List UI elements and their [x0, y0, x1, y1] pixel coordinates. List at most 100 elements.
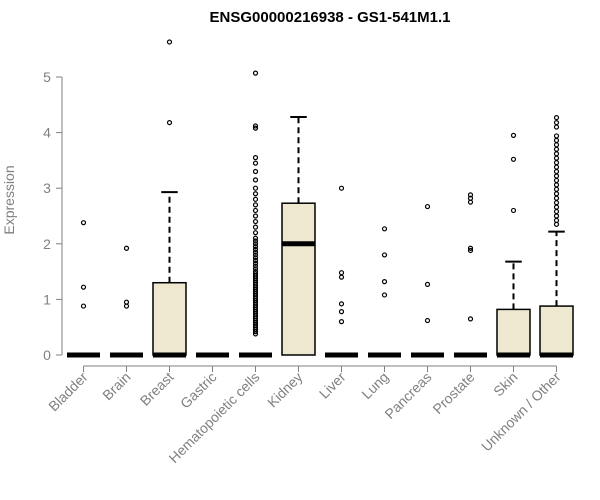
outlier-point	[467, 195, 474, 201]
outlier-point	[553, 186, 560, 192]
outlier-point	[510, 207, 517, 214]
box-group-unknown-other	[539, 114, 574, 358]
outlier-point	[338, 274, 345, 280]
outlier-point	[252, 246, 259, 252]
x-tick-label: Lung	[358, 369, 391, 402]
y-tick-label: 5	[43, 69, 51, 85]
outlier-point	[252, 125, 259, 131]
outlier-point	[123, 299, 130, 305]
outlier-point	[467, 245, 474, 251]
y-tick-label: 0	[43, 347, 51, 363]
chart-title: ENSG00000216938 - GS1-541M1.1	[210, 9, 451, 26]
outlier-point	[252, 238, 259, 244]
x-tick-label: Breast	[137, 369, 177, 409]
box-group-breast	[152, 39, 187, 358]
outlier-point	[252, 235, 259, 241]
outlier-point	[252, 224, 259, 230]
box-group-bladder	[67, 220, 100, 358]
outlier-point	[252, 255, 259, 261]
outlier-point	[381, 252, 388, 258]
outlier-point	[252, 243, 259, 250]
outlier-point	[424, 203, 431, 210]
outlier-point	[252, 185, 259, 191]
outlier-point	[252, 218, 259, 225]
outlier-point	[123, 245, 130, 251]
x-tick-label: Liver	[316, 369, 349, 402]
x-tick-label: Unknown / Other	[478, 369, 564, 455]
box-group-brain	[110, 245, 143, 358]
outlier-point	[338, 309, 345, 315]
outlier-point	[252, 269, 259, 275]
box-iqr	[281, 202, 316, 356]
y-tick-label: 3	[43, 180, 51, 196]
x-tick-label: Pancreas	[381, 369, 434, 422]
outlier-point	[467, 247, 474, 254]
outlier-point	[252, 177, 259, 183]
outlier-point	[338, 185, 345, 191]
outlier-point	[553, 137, 560, 143]
outlier-point	[252, 257, 259, 264]
box-iqr	[152, 281, 187, 356]
outlier-point	[553, 114, 560, 121]
y-tick-label: 4	[43, 125, 51, 141]
outlier-point	[252, 155, 259, 161]
outlier-point	[553, 195, 560, 201]
outlier-point	[166, 119, 173, 126]
outlier-point	[510, 156, 517, 162]
outlier-point	[424, 317, 431, 324]
outlier-point	[252, 202, 259, 208]
x-tick-label: Prostate	[429, 369, 477, 417]
outlier-point	[553, 142, 560, 148]
box-iqr	[539, 305, 574, 356]
y-tick-label: 1	[43, 291, 51, 307]
outlier-point	[553, 151, 560, 157]
outlier-point	[553, 133, 560, 139]
outlier-point	[252, 196, 259, 202]
outlier-point	[553, 124, 560, 130]
outlier-point	[252, 207, 259, 214]
x-tick-label: Gastric	[177, 369, 220, 412]
outlier-point	[553, 213, 560, 219]
outlier-point	[252, 241, 259, 247]
y-axis-ticks: 0 1 2 3 4 5	[43, 69, 62, 363]
outlier-point	[553, 160, 560, 166]
box-group-hematopoietic-cells	[239, 70, 272, 358]
outlier-point	[553, 146, 560, 152]
outlier-point	[553, 155, 560, 161]
outlier-point	[553, 173, 560, 179]
outlier-point	[252, 70, 259, 76]
outlier-point	[510, 132, 517, 138]
box-iqr	[496, 308, 531, 356]
outlier-point	[381, 279, 388, 285]
box-group-prostate	[454, 192, 487, 358]
outlier-point	[338, 301, 345, 307]
outlier-point	[338, 270, 345, 276]
y-axis-label: Expression	[1, 165, 17, 234]
outlier-point	[381, 292, 388, 298]
box-group-liver	[325, 185, 358, 358]
box-group-pancreas	[411, 203, 444, 358]
outlier-point	[553, 208, 560, 215]
outlier-point	[252, 168, 259, 175]
outlier-point	[467, 316, 474, 322]
outlier-point	[252, 263, 259, 269]
outlier-point	[252, 191, 259, 197]
outlier-point	[467, 192, 474, 198]
outlier-point	[252, 260, 259, 266]
outlier-point	[338, 319, 345, 325]
outlier-point	[553, 191, 560, 197]
outlier-point	[424, 281, 431, 287]
outlier-point	[553, 119, 560, 126]
x-tick-label: Kidney	[264, 369, 306, 411]
outlier-point	[80, 220, 87, 226]
outlier-point	[553, 164, 560, 170]
outlier-point	[252, 266, 259, 272]
outlier-point	[252, 252, 259, 258]
outlier-point	[553, 182, 560, 188]
outlier-point	[80, 284, 87, 290]
x-tick-label: Brain	[99, 369, 133, 403]
box-group-kidney	[281, 116, 316, 356]
outlier-point	[553, 200, 560, 206]
